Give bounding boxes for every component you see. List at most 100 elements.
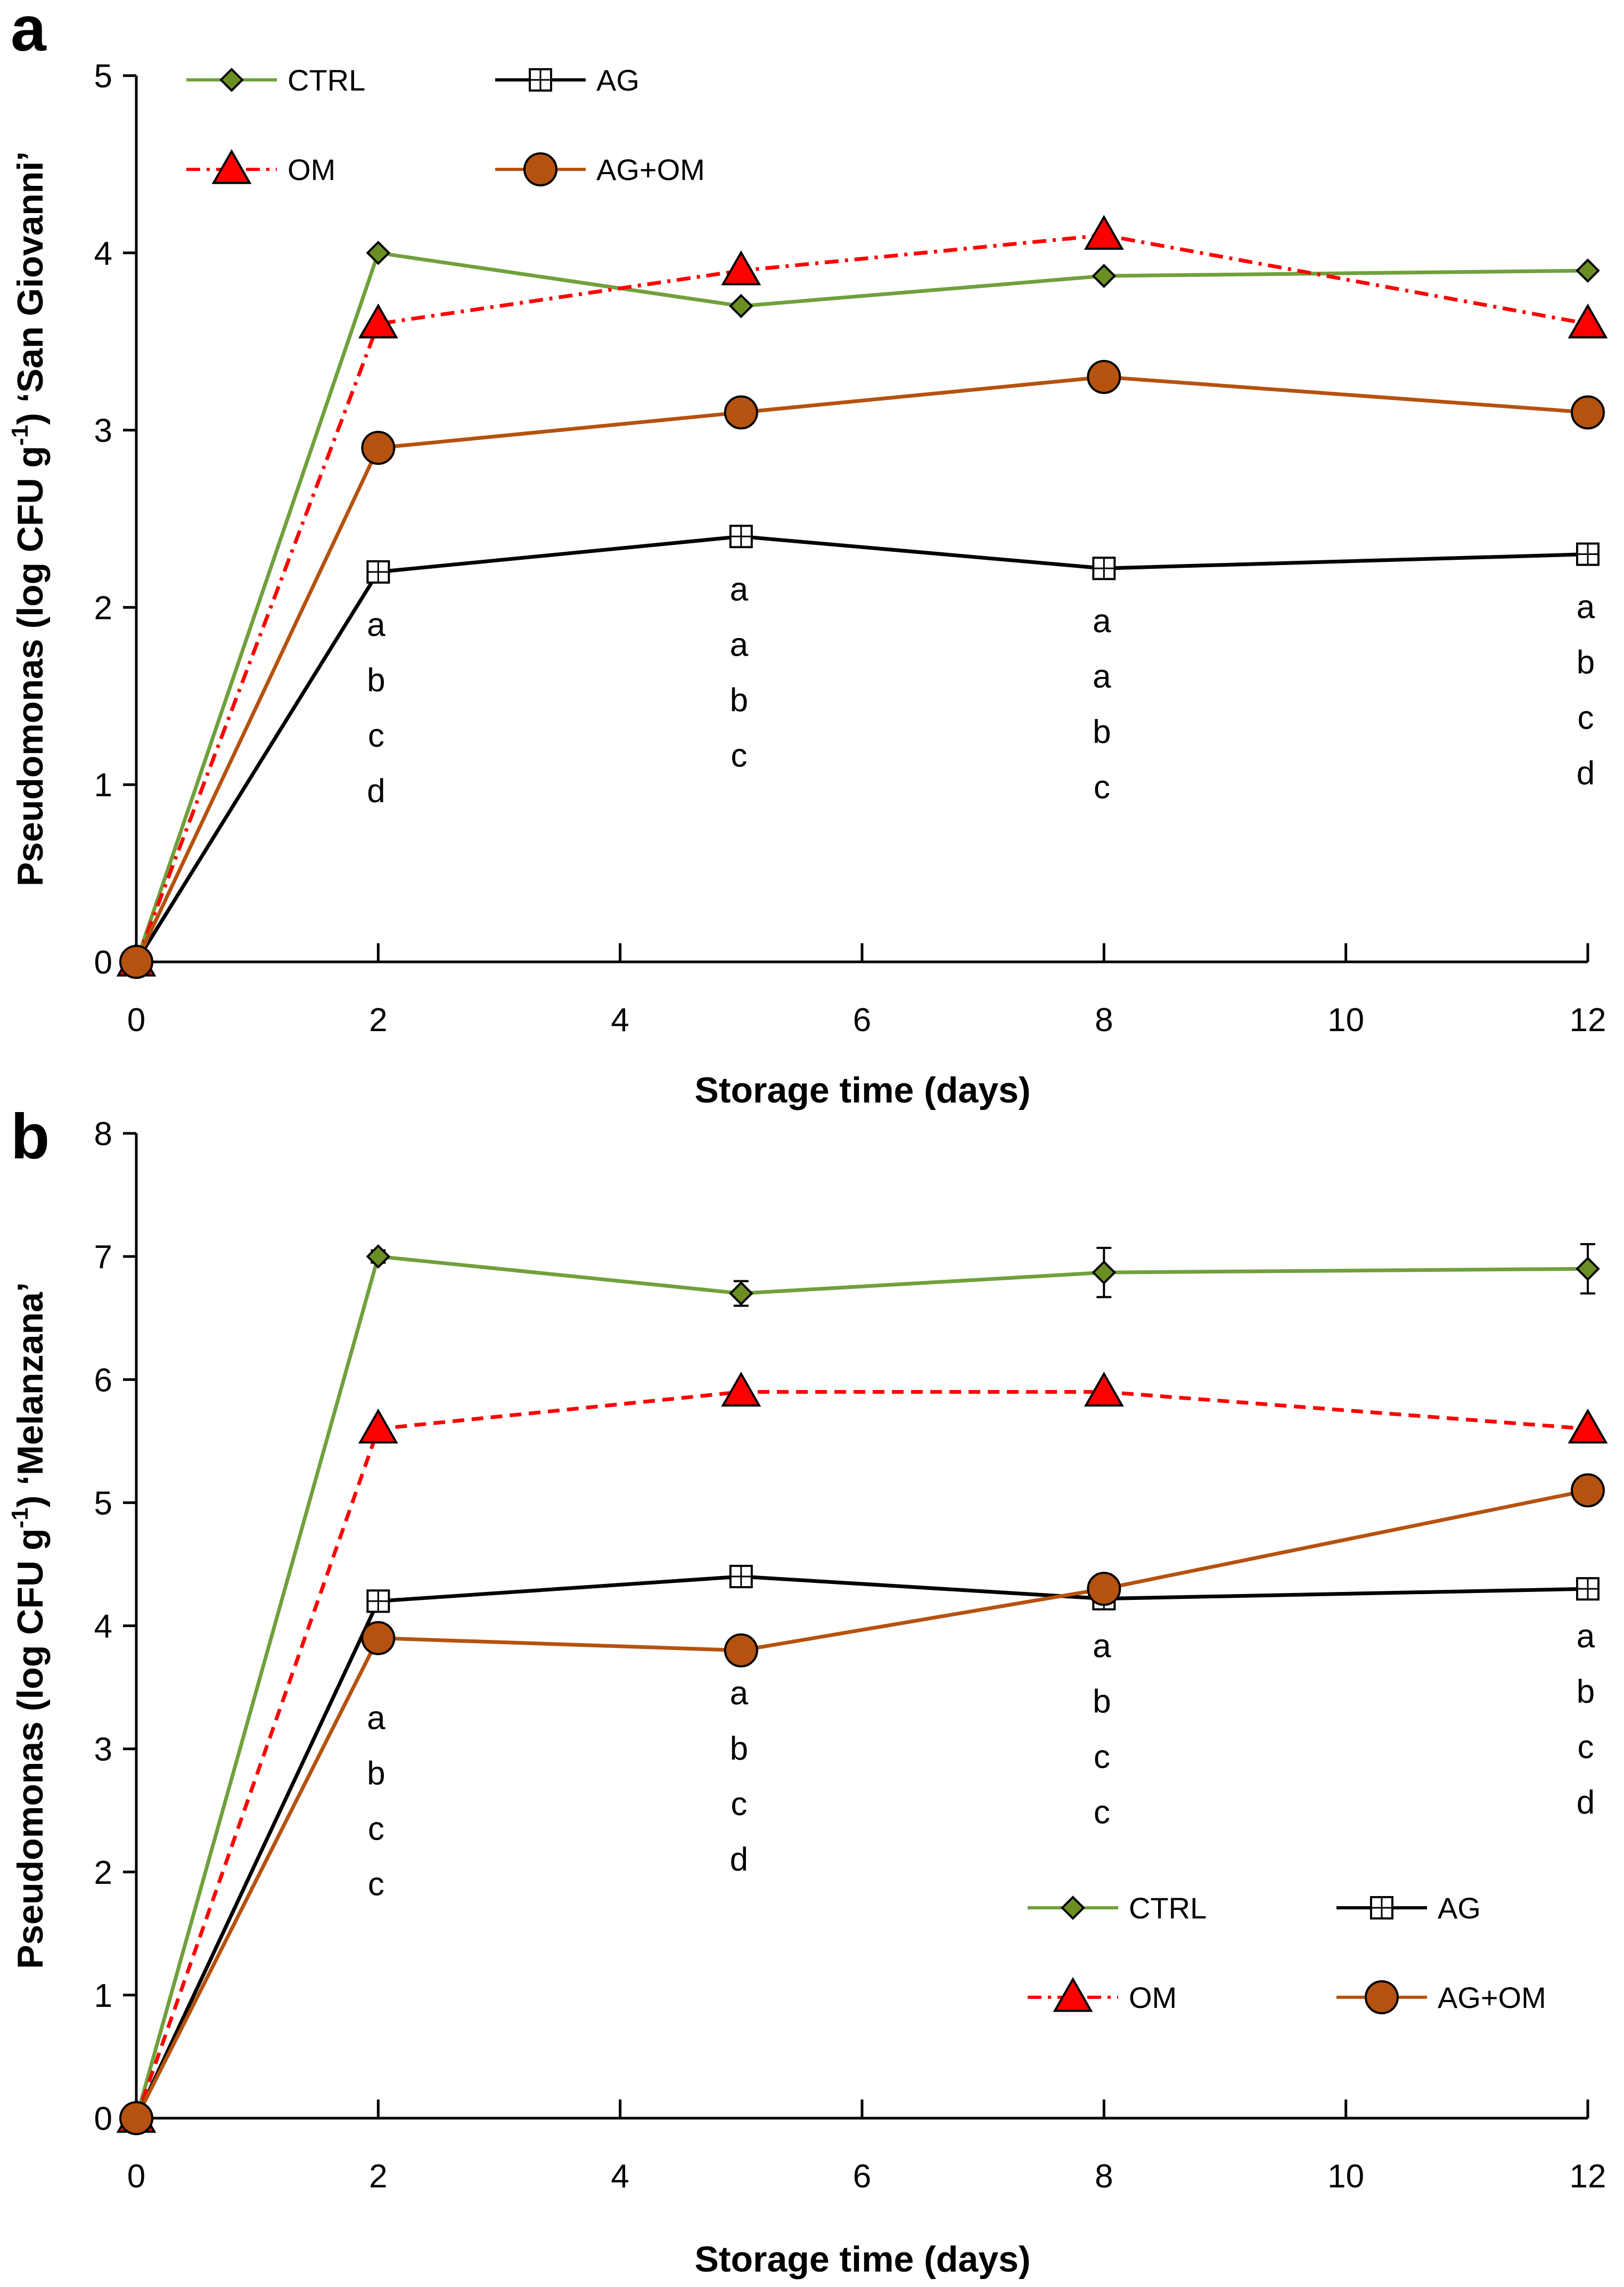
- data-point: [724, 1633, 758, 1668]
- significance-letter: b: [1093, 1684, 1111, 1720]
- data-point: [119, 945, 153, 979]
- significance-letter: c: [1094, 1794, 1110, 1831]
- y-tick-label: 0: [94, 2101, 112, 2137]
- significance-letter: b: [367, 662, 385, 699]
- significance-letter: a: [1093, 658, 1111, 695]
- markers-ag-om: [119, 360, 1605, 979]
- data-point: [724, 395, 758, 430]
- series-line: [134, 250, 1588, 963]
- data-point: [1084, 1371, 1124, 1407]
- legend-marker: [1053, 1976, 1093, 2012]
- legend-marker: [1365, 1980, 1399, 2014]
- significance-letter: c: [1094, 1739, 1110, 1776]
- legend-marker: [1061, 1896, 1085, 1920]
- significance-letter: a: [367, 1700, 386, 1736]
- legend-label: AG+OM: [596, 153, 705, 186]
- y-tick-label: 1: [94, 1978, 112, 2014]
- significance-letter: a: [1577, 589, 1595, 626]
- significance-letter: b: [1093, 714, 1111, 750]
- x-axis-title-b: Storage time (days): [694, 2239, 1030, 2280]
- y-tick-label: 3: [94, 413, 112, 450]
- data-point: [361, 1621, 396, 1655]
- significance-letter: c: [1578, 700, 1594, 737]
- significance-letter: d: [1577, 1784, 1595, 1821]
- data-point: [119, 2101, 153, 2135]
- data-point: [358, 303, 398, 339]
- data-point: [1084, 215, 1124, 250]
- data-point: [361, 430, 396, 465]
- significance-letter: b: [1577, 1673, 1595, 1710]
- data-point: [1571, 1473, 1605, 1508]
- panel-label-a: a: [11, 0, 47, 64]
- data-point: [358, 1408, 398, 1444]
- markers-ag: [125, 1565, 1600, 2130]
- x-tick-label: 12: [1570, 2158, 1606, 2195]
- legend-marker: [211, 149, 252, 184]
- data-point: [1092, 264, 1117, 288]
- significance-letter: d: [367, 773, 385, 810]
- significance-letter: d: [730, 1841, 748, 1878]
- significance-letter: c: [368, 1810, 384, 1847]
- y-tick-label: 4: [94, 235, 112, 272]
- significance-letter: d: [1577, 755, 1595, 792]
- significance-letter: c: [731, 737, 747, 774]
- x-tick-label: 12: [1570, 1002, 1606, 1039]
- legend-label: AG+OM: [1438, 1981, 1546, 2014]
- significance-letter: c: [731, 1786, 747, 1823]
- series-line: [134, 233, 1588, 963]
- markers-ctrl: [124, 240, 1600, 974]
- significance-letter: c: [368, 1866, 384, 1902]
- x-tick-label: 10: [1327, 1002, 1364, 1039]
- panel-b: b Storage time (days) Pseudomonas (log C…: [7, 1101, 1608, 2280]
- data-point: [366, 1244, 391, 1269]
- markers-om: [116, 1371, 1608, 2133]
- data-point: [1087, 360, 1121, 394]
- y-axis-title-b: Pseudomonas (log CFU g-1) ‘Melanzana’: [7, 1282, 51, 1969]
- x-tick-label: 0: [127, 1002, 145, 1039]
- significance-letter: a: [1577, 1618, 1595, 1655]
- x-tick-label: 8: [1095, 1002, 1113, 1039]
- x-tick-label: 4: [611, 1002, 629, 1039]
- significance-letter: a: [730, 1675, 749, 1712]
- series-line: [134, 375, 1588, 963]
- legend: CTRL AG OM AG+OM: [1028, 1891, 1546, 2014]
- y-tick-label: 2: [94, 1855, 112, 1891]
- panel-a: a Storage time (days) Pseudomonas (log C…: [7, 0, 1608, 1110]
- legend-label: CTRL: [1129, 1891, 1207, 1925]
- markers-ag-om: [119, 1473, 1605, 2135]
- significance-letter: b: [367, 1755, 385, 1792]
- legend-label: AG: [596, 63, 639, 97]
- markers-om: [116, 215, 1608, 977]
- y-tick-label: 0: [94, 944, 112, 981]
- data-point: [721, 250, 761, 285]
- data-point: [1092, 1260, 1117, 1285]
- series-line: [135, 534, 1588, 963]
- significance-letter: b: [730, 1730, 748, 1767]
- series-ag: [134, 1574, 1588, 2119]
- y-axis-title-a: Pseudomonas (log CFU g-1) ‘San Giovanni’: [7, 151, 51, 886]
- significance-letter: b: [730, 682, 748, 718]
- series-ag: [135, 534, 1588, 963]
- legend-marker: [219, 68, 244, 92]
- series-om: [134, 233, 1588, 963]
- y-tick-label: 3: [94, 1731, 112, 1768]
- legend: CTRL AG OM AG+OM: [186, 63, 705, 186]
- data-point: [729, 1281, 753, 1306]
- significance-letter: a: [730, 571, 749, 608]
- y-tick-label: 4: [94, 1608, 112, 1645]
- data-point: [729, 293, 753, 318]
- significance-letter: c: [1578, 1729, 1594, 1766]
- legend-label: OM: [288, 153, 335, 186]
- panel-label-b: b: [11, 1101, 50, 1172]
- data-point: [1568, 1408, 1608, 1444]
- y-tick-label: 2: [94, 590, 112, 626]
- markers-ag: [125, 525, 1600, 974]
- legend-marker: [523, 152, 557, 186]
- series-ag-om: [134, 375, 1588, 963]
- data-point: [1087, 1572, 1121, 1606]
- significance-letter: c: [1094, 769, 1110, 806]
- y-tick-label: 5: [94, 1485, 112, 1522]
